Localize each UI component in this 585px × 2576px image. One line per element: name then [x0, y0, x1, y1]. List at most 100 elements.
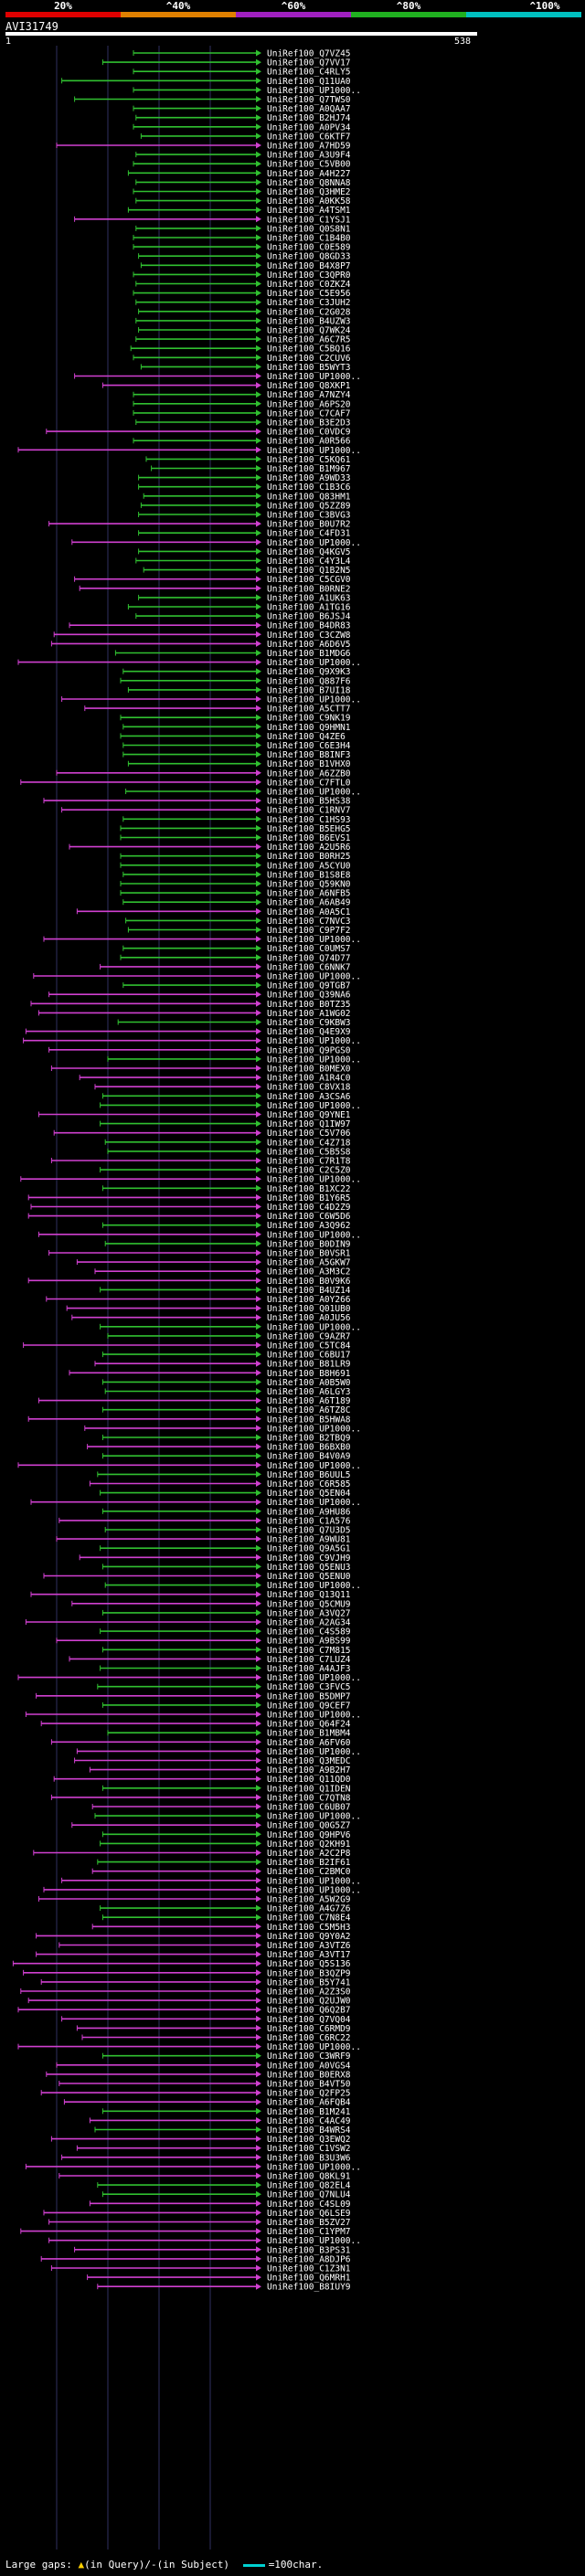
- hit-label[interactable]: UniRef100_Q7WK24: [267, 326, 351, 336]
- hit-label[interactable]: UniRef100_UP1000..: [267, 1036, 361, 1046]
- hit-row[interactable]: UniRef100_Q9TGB7: [122, 981, 351, 991]
- hit-label[interactable]: UniRef100_A2U5R6: [267, 843, 351, 853]
- hit-row[interactable]: UniRef100_C5E956: [133, 289, 351, 299]
- hit-label[interactable]: UniRef100_UP1000..: [267, 658, 361, 668]
- hit-label[interactable]: UniRef100_B1VHX0: [267, 759, 351, 769]
- hit-row[interactable]: UniRef100_C9P7F2: [127, 926, 351, 936]
- hit-label[interactable]: UniRef100_A0PV34: [267, 122, 351, 133]
- hit-row[interactable]: UniRef100_UP1000..: [84, 1424, 361, 1434]
- hit-row[interactable]: UniRef100_A4H227: [127, 169, 351, 179]
- hit-row[interactable]: UniRef100_A5GKW7: [76, 1258, 351, 1268]
- hit-label[interactable]: UniRef100_UP1000..: [267, 935, 361, 945]
- hit-row[interactable]: UniRef100_A4AJF3: [100, 1664, 351, 1674]
- hit-row[interactable]: UniRef100_A9WU81: [56, 1535, 351, 1545]
- hit-label[interactable]: UniRef100_A6D6V5: [267, 640, 351, 650]
- hit-row[interactable]: UniRef100_UP1000..: [37, 1230, 361, 1240]
- hit-row[interactable]: UniRef100_B6EVS1: [120, 833, 351, 843]
- hit-row[interactable]: UniRef100_A0B5W0: [101, 1378, 351, 1388]
- hit-label[interactable]: UniRef100_A9WU81: [267, 1535, 351, 1545]
- hit-label[interactable]: UniRef100_A3VT17: [267, 1950, 351, 1960]
- hit-label[interactable]: UniRef100_C3FVC5: [267, 1682, 351, 1692]
- hit-row[interactable]: UniRef100_B7UI18: [127, 685, 351, 695]
- hit-label[interactable]: UniRef100_Q4KGV5: [267, 547, 351, 557]
- hit-row[interactable]: UniRef100_Q5ZZ89: [140, 501, 351, 511]
- hit-label[interactable]: UniRef100_B1M967: [267, 464, 351, 474]
- hit-label[interactable]: UniRef100_A6FV60: [267, 1738, 351, 1748]
- hit-label[interactable]: UniRef100_B3QZP9: [267, 1968, 351, 1978]
- hit-label[interactable]: UniRef100_C1YSJ1: [267, 215, 351, 225]
- hit-row[interactable]: UniRef100_B0DIN9: [104, 1239, 351, 1249]
- hit-label[interactable]: UniRef100_C0ZKZ4: [267, 280, 351, 290]
- hit-row[interactable]: UniRef100_C6W5D6: [27, 1212, 351, 1222]
- hit-row[interactable]: UniRef100_A7NZY4: [133, 390, 351, 400]
- hit-row[interactable]: UniRef100_UP1000..: [104, 1581, 361, 1591]
- hit-label[interactable]: UniRef100_Q8KL91: [267, 2172, 351, 2182]
- hit-label[interactable]: UniRef100_C0UMS7: [267, 944, 351, 954]
- hit-label[interactable]: UniRef100_Q1IW97: [267, 1119, 351, 1129]
- hit-row[interactable]: UniRef100_B0ERX8: [46, 2070, 351, 2080]
- hit-row[interactable]: UniRef100_Q6Q2B7: [17, 2006, 351, 2016]
- hit-label[interactable]: UniRef100_B4VT50: [267, 2080, 351, 2090]
- hit-row[interactable]: UniRef100_C2G028: [138, 307, 351, 317]
- hit-label[interactable]: UniRef100_B0RH25: [267, 852, 351, 862]
- hit-label[interactable]: UniRef100_A4TSM1: [267, 206, 351, 216]
- hit-row[interactable]: UniRef100_B3PS31: [74, 2245, 351, 2255]
- hit-row[interactable]: UniRef100_Q11UA0: [61, 77, 351, 87]
- hit-label[interactable]: UniRef100_A0A5C1: [267, 907, 351, 917]
- hit-label[interactable]: UniRef100_C1VSW2: [267, 2144, 351, 2154]
- hit-label[interactable]: UniRef100_A0R566: [267, 437, 351, 447]
- hit-label[interactable]: UniRef100_Q3MEDC: [267, 1756, 351, 1766]
- hit-label[interactable]: UniRef100_Q0G5Z7: [267, 1821, 351, 1831]
- hit-row[interactable]: UniRef100_C3QPR0: [133, 270, 351, 281]
- hit-row[interactable]: UniRef100_A3VT17: [36, 1950, 351, 1960]
- hit-row[interactable]: UniRef100_Q9PGS0: [48, 1045, 351, 1055]
- hit-row[interactable]: UniRef100_UP1000..: [74, 372, 361, 382]
- hit-label[interactable]: UniRef100_C4AC49: [267, 2116, 351, 2126]
- hit-row[interactable]: UniRef100_Q0S8N1: [135, 224, 351, 234]
- hit-label[interactable]: UniRef100_A5GKW7: [267, 1258, 351, 1268]
- hit-label[interactable]: UniRef100_A5CYU0: [267, 861, 351, 871]
- hit-label[interactable]: UniRef100_A2Z3S0: [267, 1988, 351, 1998]
- hit-row[interactable]: UniRef100_B5WYT3: [140, 363, 351, 373]
- hit-label[interactable]: UniRef100_B5WYT3: [267, 363, 351, 373]
- hit-row[interactable]: UniRef100_B5EHG5: [120, 824, 351, 834]
- hit-row[interactable]: UniRef100_A2C2P8: [33, 1849, 351, 1859]
- hit-row[interactable]: UniRef100_A6AB49: [122, 898, 351, 908]
- hit-row[interactable]: UniRef100_A3VQ27: [101, 1608, 351, 1618]
- hit-label[interactable]: UniRef100_UP1000..: [267, 1812, 361, 1822]
- hit-row[interactable]: UniRef100_A3CSA6: [101, 1092, 351, 1102]
- hit-row[interactable]: UniRef100_A0PV34: [133, 122, 351, 133]
- hit-label[interactable]: UniRef100_Q3EWQ2: [267, 2135, 351, 2145]
- hit-row[interactable]: UniRef100_C3WRF9: [101, 2051, 351, 2062]
- hit-row[interactable]: UniRef100_Q7NLU4: [101, 2190, 351, 2200]
- hit-row[interactable]: UniRef100_B4V0A9: [101, 1452, 351, 1462]
- hit-label[interactable]: UniRef100_Q7VZ45: [267, 49, 351, 59]
- hit-label[interactable]: UniRef100_Q9Y0A2: [267, 1932, 351, 1942]
- hit-row[interactable]: UniRef100_B5HWA8: [27, 1415, 351, 1425]
- hit-row[interactable]: UniRef100_A6TZ8C: [101, 1405, 351, 1415]
- hit-row[interactable]: UniRef100_A0JU56: [71, 1313, 351, 1323]
- hit-row[interactable]: UniRef100_A6LGY3: [104, 1387, 351, 1397]
- hit-label[interactable]: UniRef100_UP1000..: [267, 2042, 361, 2052]
- hit-row[interactable]: UniRef100_Q4ZE6: [120, 732, 346, 742]
- hit-row[interactable]: UniRef100_Q3HME2: [133, 187, 351, 197]
- hit-label[interactable]: UniRef100_UP1000..: [267, 1101, 361, 1111]
- hit-label[interactable]: UniRef100_Q7VV17: [267, 58, 351, 69]
- hit-row[interactable]: UniRef100_C0VDC9: [46, 428, 351, 438]
- hit-label[interactable]: UniRef100_Q2KH91: [267, 1839, 351, 1850]
- hit-label[interactable]: UniRef100_Q5CMU9: [267, 1599, 351, 1609]
- hit-row[interactable]: UniRef100_B4DR83: [69, 621, 351, 631]
- hit-row[interactable]: UniRef100_B5Y741: [40, 1977, 351, 1988]
- hit-label[interactable]: UniRef100_UP1000..: [267, 1461, 361, 1471]
- hit-label[interactable]: UniRef100_Q5ZZ89: [267, 501, 351, 511]
- hit-label[interactable]: UniRef100_A6AB49: [267, 898, 351, 908]
- hit-label[interactable]: UniRef100_A1TG16: [267, 603, 351, 613]
- hit-row[interactable]: UniRef100_C0ZKZ4: [135, 280, 351, 290]
- hit-label[interactable]: UniRef100_B8INF3: [267, 750, 351, 760]
- hit-row[interactable]: UniRef100_A6T189: [37, 1396, 351, 1406]
- hit-label[interactable]: UniRef100_C3JUH2: [267, 298, 351, 308]
- hit-label[interactable]: UniRef100_A0Y266: [267, 1295, 351, 1305]
- hit-label[interactable]: UniRef100_Q7NLU4: [267, 2190, 351, 2200]
- hit-label[interactable]: UniRef100_A3VTZ6: [267, 1941, 351, 1951]
- hit-label[interactable]: UniRef100_C7LUZ4: [267, 1655, 351, 1665]
